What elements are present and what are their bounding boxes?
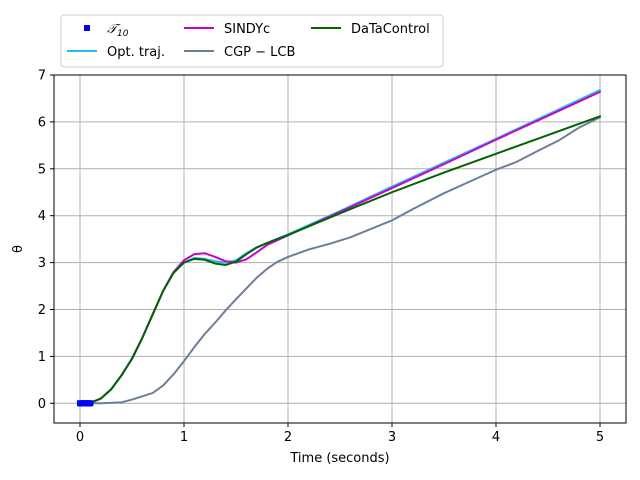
grid — [54, 74, 626, 423]
x-tick-label: 5 — [596, 430, 604, 445]
data-point-t10 — [87, 400, 94, 407]
legend-label-cgp-lcb: CGP − LCB — [224, 45, 295, 60]
series-line-cgp-lcb — [79, 116, 601, 405]
x-tick-label: 4 — [492, 430, 500, 445]
legend: 𝒯10 Opt. traj. SINDYc CGP − LCB DaTaCont… — [60, 14, 444, 68]
series-line-datacontrol — [79, 115, 601, 405]
y-axis-label: θ — [11, 245, 26, 253]
y-tick-label: 5 — [38, 162, 46, 177]
x-tick-label: 1 — [180, 430, 188, 445]
legend-marker-t10 — [84, 25, 90, 31]
x-axis-label: Time (seconds) — [289, 451, 389, 466]
y-tick-label: 2 — [38, 303, 46, 318]
y-tick-label: 4 — [38, 209, 46, 224]
y-tick-label: 0 — [38, 397, 46, 412]
x-tick-label: 3 — [388, 430, 396, 445]
legend-label-datacontrol: DaTaControl — [351, 22, 430, 37]
legend-box — [60, 14, 444, 68]
y-tick-label: 7 — [38, 69, 46, 84]
legend-label-opt-traj: Opt. traj. — [107, 45, 165, 60]
y-tick-label: 3 — [38, 256, 46, 271]
x-tick-label: 2 — [284, 430, 292, 445]
y-tick-label: 6 — [38, 115, 46, 130]
y-tick-label: 1 — [38, 350, 46, 365]
x-tick-label: 0 — [76, 430, 84, 445]
axis-ticks: 0 1 2 3 4 5 0 1 2 3 4 5 6 7 — [38, 69, 604, 446]
legend-label-sindyc: SINDYc — [224, 22, 270, 37]
series-lines — [77, 89, 601, 407]
plot-frame — [53, 74, 627, 424]
